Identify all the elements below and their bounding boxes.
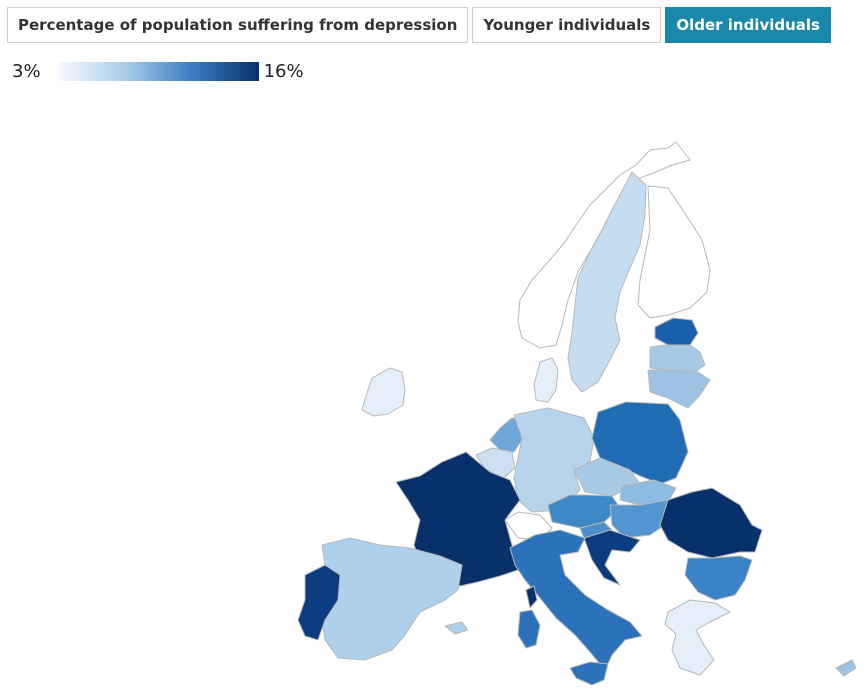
region-mallorca[interactable]	[444, 621, 469, 635]
legend-min-label: 3%	[12, 60, 41, 82]
region-netherlands[interactable]	[489, 417, 525, 453]
region-lithuania[interactable]	[647, 369, 711, 409]
region-finland[interactable]	[637, 185, 711, 319]
region-bulgaria[interactable]	[684, 555, 753, 601]
tab-bar: Percentage of population suffering from …	[7, 7, 835, 43]
region-greece[interactable]	[664, 599, 731, 676]
region-estonia[interactable]	[654, 317, 699, 346]
region-sardinia[interactable]	[517, 609, 541, 649]
region-latvia[interactable]	[649, 344, 706, 373]
region-spain[interactable]	[321, 537, 463, 661]
region-sicily[interactable]	[569, 661, 609, 686]
region-sweden[interactable]	[567, 171, 647, 393]
color-legend: 3% 16%	[12, 59, 304, 83]
region-poland[interactable]	[591, 401, 689, 485]
region-denmark[interactable]	[533, 357, 559, 403]
region-switzerland[interactable]	[504, 511, 553, 541]
region-italy[interactable]	[509, 529, 643, 671]
region-portugal[interactable]	[297, 564, 341, 641]
region-corsica[interactable]	[525, 585, 538, 609]
legend-gradient-bar	[58, 61, 259, 81]
region-cyprus[interactable]	[835, 659, 857, 677]
region-austria[interactable]	[547, 494, 621, 529]
tab-younger-individuals[interactable]: Younger individuals	[472, 7, 662, 43]
legend-max-label: 16%	[263, 60, 304, 82]
tab-older-individuals[interactable]: Older individuals	[665, 7, 831, 43]
region-romania[interactable]	[659, 487, 763, 559]
region-croatia[interactable]	[583, 529, 641, 586]
tab-depression-total[interactable]: Percentage of population suffering from …	[7, 7, 469, 43]
region-ireland[interactable]	[361, 367, 406, 417]
